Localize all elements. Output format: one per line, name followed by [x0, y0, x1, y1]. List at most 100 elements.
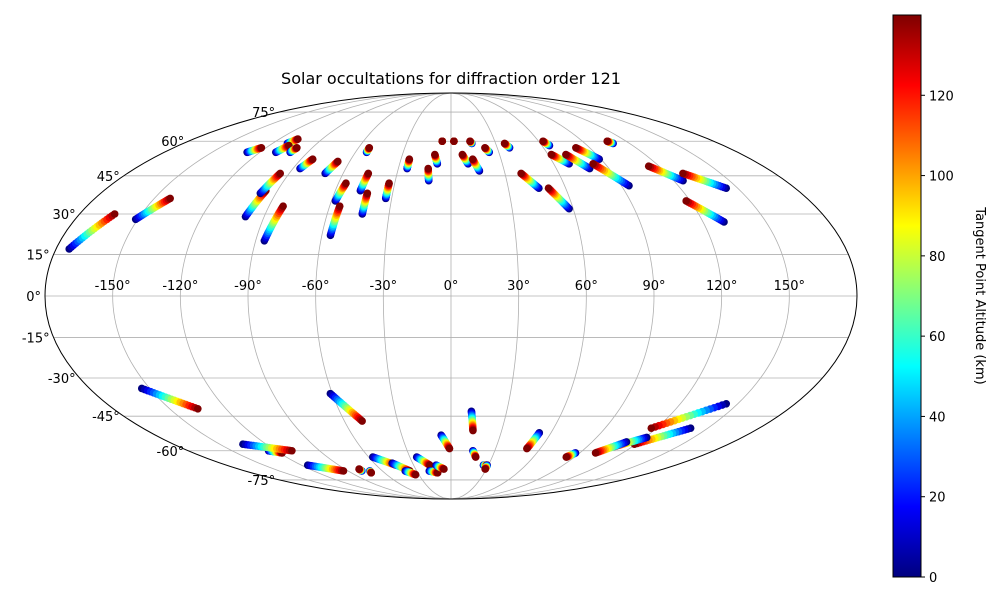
colorbar-tick-label: 60 — [929, 330, 946, 345]
longitude-tick-label: 0° — [444, 279, 459, 294]
occultation-point — [385, 179, 393, 188]
colorbar-tick-label: 80 — [929, 250, 946, 265]
occultation-point — [367, 469, 376, 477]
occultation-point — [468, 155, 477, 163]
occultation-point — [365, 143, 374, 152]
colorbar-gradient — [892, 14, 922, 578]
occultation-point — [682, 197, 690, 205]
occultation-point — [440, 465, 448, 473]
longitude-tick-label: 30° — [507, 279, 530, 294]
latitude-tick-label: 15° — [27, 248, 50, 263]
latitude-tick-label: 30° — [53, 208, 76, 223]
occultation-point — [562, 150, 570, 159]
occultation-point — [363, 189, 372, 198]
longitude-tick-labels: -150° -120° -90° -60° -30° 0° 30° 60° 90° 120° 150… — [95, 279, 805, 294]
occultation-point — [431, 150, 439, 159]
latitude-tick-label: -15° — [22, 332, 50, 347]
occultation-point — [644, 162, 653, 170]
latitude-tick-label: 45° — [97, 170, 120, 185]
latitude-tick-labels: 75° 60° 45° 30° 15° 0° -15° -30° -45° -60° -75° — [22, 106, 275, 489]
occultation-point — [523, 444, 531, 453]
longitude-tick-label: 60° — [575, 279, 598, 294]
colorbar-tick-label: 20 — [929, 491, 946, 506]
occultation-point — [572, 143, 580, 152]
latitude-tick-label: -45° — [92, 410, 120, 425]
colorbar-label: Tangent Point Altitude (km) — [972, 206, 987, 384]
occultation-point — [466, 137, 474, 146]
grid-meridian — [382, 93, 452, 499]
occultation-point — [589, 160, 597, 168]
occultation-point — [342, 179, 350, 188]
occultation-point — [471, 453, 480, 461]
occultation-point — [166, 194, 174, 203]
longitude-tick-label: -150° — [95, 279, 131, 294]
occultation-point — [335, 202, 344, 210]
occultation-point — [679, 169, 687, 178]
occultation-point — [257, 143, 266, 152]
occultation-point — [481, 465, 489, 473]
occultation-point — [458, 150, 467, 159]
colorbar: 0 20 40 60 80 100 120 Tangent Point Altitude (… — [892, 14, 987, 586]
occultation-point — [293, 143, 301, 152]
grid-lines — [45, 93, 857, 499]
occultation-point — [547, 150, 556, 159]
longitude-tick-label: -90° — [234, 279, 262, 294]
occultation-point — [194, 404, 202, 413]
occultation-point — [288, 446, 296, 455]
occultation-point — [364, 169, 373, 178]
occultation-point — [500, 139, 509, 148]
colorbar-ticks: 0 20 40 60 80 100 120 — [921, 89, 954, 586]
occultation-point — [334, 157, 342, 166]
occultation-point — [355, 465, 363, 473]
longitude-tick-label: 120° — [706, 279, 737, 294]
latitude-tick-label: -75° — [247, 474, 275, 489]
occultation-point — [110, 210, 119, 218]
map-boundary — [44, 92, 858, 500]
longitude-tick-label: -60° — [302, 279, 330, 294]
occultation-point — [308, 155, 317, 163]
occultation-point — [469, 426, 477, 435]
latitude-tick-label: -30° — [48, 372, 76, 387]
occultation-point — [276, 169, 285, 178]
longitude-tick-label: 150° — [774, 279, 805, 294]
occultation-point — [445, 444, 454, 453]
occultation-point — [544, 184, 553, 193]
occultation-point — [426, 461, 434, 470]
occultation-points — [65, 135, 731, 479]
occultation-point — [450, 137, 458, 146]
latitude-tick-label: 0° — [26, 290, 41, 305]
latitude-tick-label: 60° — [161, 135, 184, 150]
occultation-point — [517, 169, 525, 178]
grid-meridian — [450, 93, 520, 499]
colorbar-tick-label: 0 — [929, 571, 937, 586]
chart-title: Solar occultations for diffraction order… — [281, 69, 621, 88]
occultation-point — [424, 164, 432, 173]
occultation-point — [279, 202, 287, 210]
grid-meridian — [450, 93, 723, 499]
grid-meridian — [450, 93, 587, 499]
occultation-point — [438, 137, 447, 146]
occultation-point — [603, 137, 611, 146]
latitude-tick-label: 75° — [252, 106, 275, 121]
latitude-tick-label: -60° — [157, 445, 185, 460]
grid-meridian — [450, 93, 790, 499]
colorbar-tick-label: 40 — [929, 410, 946, 425]
occultation-point — [539, 137, 547, 146]
grid-meridian — [450, 93, 655, 499]
longitude-tick-label: 90° — [642, 279, 665, 294]
longitude-tick-label: -120° — [162, 279, 198, 294]
grid-meridian — [315, 93, 452, 499]
occultation-point — [481, 143, 489, 152]
occultation-point — [339, 467, 348, 475]
occultation-point — [562, 453, 571, 461]
occultation-point — [411, 470, 420, 479]
grid-meridian — [247, 93, 452, 499]
colorbar-tick-label: 100 — [929, 170, 954, 185]
occultation-point — [591, 449, 600, 457]
occultation-point — [294, 135, 302, 143]
occultation-point — [405, 155, 414, 163]
colorbar-tick-label: 120 — [929, 89, 954, 104]
longitude-tick-label: -30° — [369, 279, 397, 294]
grid-meridian — [112, 93, 452, 499]
occultation-point — [358, 417, 366, 425]
